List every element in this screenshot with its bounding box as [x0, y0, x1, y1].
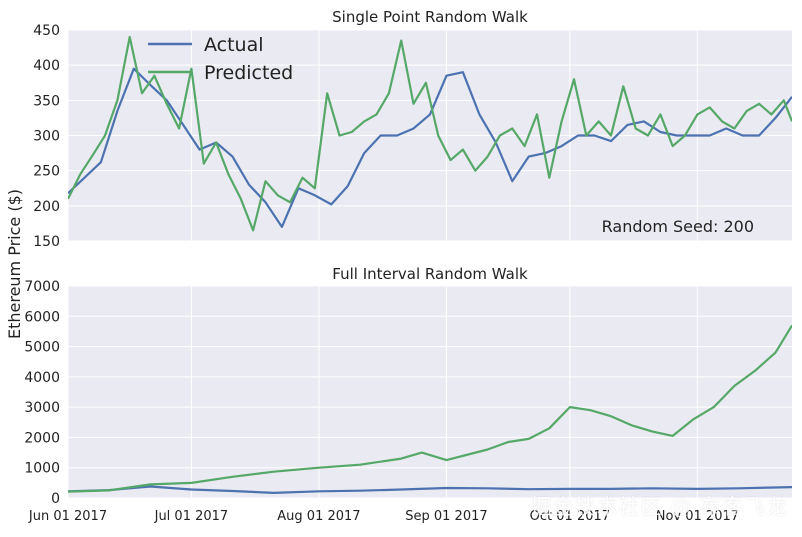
series-line-predicted	[68, 35, 792, 232]
x-tick-label: Nov 01 2017	[656, 509, 739, 524]
x-tick-label: Oct 01 2017	[530, 509, 610, 524]
x-tick-label: Jul 01 2017	[154, 509, 229, 524]
y-tick-label: 150	[33, 234, 60, 250]
x-tick-label: Jun 01 2017	[28, 509, 107, 524]
y-tick-label: 200	[33, 199, 60, 215]
panel-2: 0 1000 2000 3000 4000 5000 6000 7000 Jun 01 2017…	[24, 265, 792, 524]
panel-title: Full Interval Random Walk	[332, 265, 528, 283]
y-tick-label: 1000	[24, 461, 60, 477]
series-line-actual	[68, 485, 792, 494]
y-tick-label: 2000	[24, 430, 60, 446]
y-tick-label: 350	[33, 93, 60, 109]
y-tick-label: 3000	[24, 400, 60, 416]
y-tick-label: 250	[33, 164, 60, 180]
y-tick-label: 400	[33, 58, 60, 74]
panel-1: 150 200 250 300 350 400 450 Single Point Random…	[33, 8, 792, 250]
y-tick-label: 300	[33, 129, 60, 145]
y-tick-label: 5000	[24, 340, 60, 356]
x-tick-label: Sep 01 2017	[405, 509, 487, 524]
y-tick-label: 4000	[24, 370, 60, 386]
plot-area	[68, 286, 792, 498]
legend-label: Predicted	[204, 62, 293, 84]
y-tick-label: 6000	[24, 309, 60, 325]
y-tick-label: 450	[33, 23, 60, 39]
legend-label: Actual	[204, 34, 264, 56]
y-tick-label: 7000	[24, 279, 60, 295]
y-tick-label: 0	[51, 491, 60, 507]
annotation-random-seed: Random Seed: 200	[602, 217, 754, 236]
y-axis-label: Ethereum Price ($)	[5, 189, 24, 339]
panel-title: Single Point Random Walk	[332, 8, 528, 26]
watermark: 掘金技术社区 @ 布客飞龙	[530, 495, 788, 519]
x-tick-label: Aug 01 2017	[277, 509, 360, 524]
series-line-predicted	[68, 324, 792, 493]
legend: Actual Predicted	[148, 34, 293, 84]
series-line-actual	[68, 67, 792, 228]
